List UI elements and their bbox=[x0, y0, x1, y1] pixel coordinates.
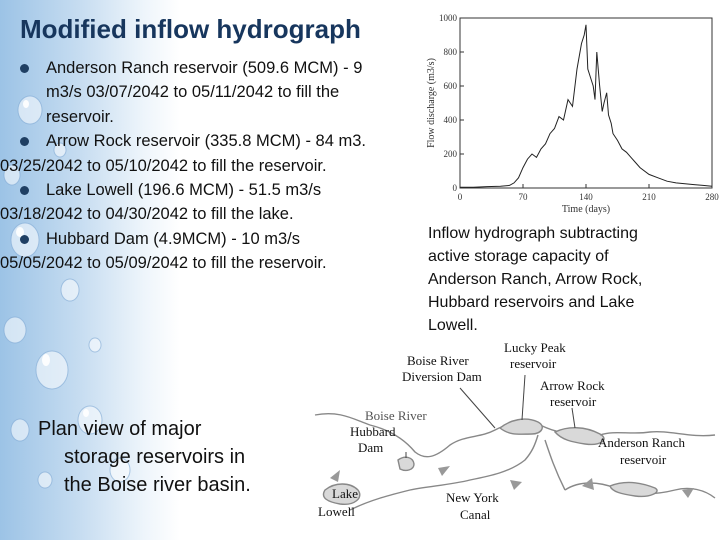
label-arrow-rock: Arrow Rock reservoir bbox=[540, 378, 605, 409]
x-tick-label: 70 bbox=[519, 192, 529, 202]
y-tick-label: 600 bbox=[444, 81, 458, 91]
arrow-marker-icon bbox=[510, 480, 522, 490]
bullet-arrow-rock-line2: 03/25/2042 to 05/10/2042 to fill the res… bbox=[0, 156, 327, 175]
label-anderson-ranch: Anderson Ranch reservoir bbox=[598, 435, 686, 467]
hydrograph-caption-line: active storage capacity of bbox=[428, 248, 609, 265]
water-droplets-decoration bbox=[3, 95, 131, 489]
hubbard-dam-shape bbox=[397, 456, 415, 472]
bullet-lake-lowell-line1: Lake Lowell (196.6 MCM) - 51.5 m3/s bbox=[20, 178, 440, 202]
label-new-york-canal: New York Canal bbox=[446, 490, 499, 522]
plan-caption-line: Plan view of major bbox=[38, 418, 202, 440]
x-axis-label: Time (days) bbox=[562, 204, 610, 215]
bullet-lake-lowell-line2: 03/18/2042 to 04/30/2042 to fill the lak… bbox=[0, 205, 294, 224]
inflow-hydrograph-chart: 0 200 400 600 800 1000 0 70 140 210 280 Flow disc… bbox=[426, 13, 719, 215]
arrow-marker-icon bbox=[330, 470, 340, 482]
arrow-rock-pointer bbox=[571, 407, 576, 429]
new-york-canal-line bbox=[349, 434, 539, 511]
label-boise-river: Boise River bbox=[365, 408, 427, 423]
arrow-marker-icon bbox=[582, 478, 594, 490]
bullet-dot bbox=[20, 64, 29, 73]
y-axis-label: Flow discharge (m3/s) bbox=[426, 58, 437, 148]
label-hubbard-dam: Hubbard Dam bbox=[350, 424, 396, 455]
lucky-peak-pointer bbox=[521, 374, 526, 421]
bullet-anderson-ranch-line1: Anderson Ranch reservoir (509.6 MCM) - 9 bbox=[20, 56, 440, 80]
bullet-dot bbox=[20, 234, 29, 244]
anderson-ranch-lake-fill bbox=[609, 481, 658, 498]
x-tick-label: 210 bbox=[642, 192, 656, 202]
lucky-peak-reservoir-shape bbox=[498, 418, 543, 435]
series-line-flow-discharge bbox=[460, 24, 713, 188]
bullet-hubbard-dam-line2: 05/05/2042 to 05/09/2042 to fill the res… bbox=[0, 254, 327, 273]
south-fork-line bbox=[544, 439, 566, 491]
hydrograph-caption: Inflow hydrograph subtracting active sto… bbox=[428, 222, 718, 337]
hydrograph-caption-line: Hubbard reservoirs and Lake bbox=[428, 294, 635, 311]
lake-lowell-shape bbox=[322, 483, 361, 505]
hydrograph-caption-line: Anderson Ranch, Arrow Rock, bbox=[428, 271, 643, 288]
hydrograph-caption-line: Lowell. bbox=[428, 317, 478, 334]
arrow-rock-reservoir-shape bbox=[553, 427, 605, 446]
bullet-anderson-ranch-line2: m3/s 03/07/2042 to 05/11/2042 to fill th… bbox=[46, 83, 340, 102]
boise-basin-plan-map: Boise River Diversion Dam Lucky Peak reser… bbox=[314, 340, 716, 522]
arrow-marker-icon bbox=[438, 466, 450, 476]
label-lucky-peak: Lucky Peak reservoir bbox=[504, 340, 566, 371]
plan-caption-line: the Boise river basin. bbox=[64, 474, 251, 496]
plot-area-frame bbox=[459, 17, 713, 189]
hydrograph-caption-line: Inflow hydrograph subtracting bbox=[428, 225, 638, 242]
bullet-arrow-rock-line1: Arrow Rock reservoir (335.8 MCM) - 84 m3… bbox=[20, 129, 440, 153]
y-tick-label: 200 bbox=[444, 149, 458, 159]
bullet-dot bbox=[20, 186, 29, 196]
y-tick-label: 1000 bbox=[439, 13, 458, 23]
y-tick-label: 800 bbox=[444, 47, 458, 57]
arrow-marker-icon bbox=[682, 488, 694, 498]
diversion-dam-pointer bbox=[459, 387, 496, 429]
bullet-dot bbox=[20, 137, 29, 147]
label-lake-lowell: Lake Lowell bbox=[318, 486, 358, 519]
label-boise-river-diversion-dam: Boise River Diversion Dam bbox=[402, 353, 482, 384]
bullet-hubbard-dam-line1: Hubbard Dam (4.9MCM) - 10 m3/s bbox=[20, 227, 440, 251]
arrow-rock-river-line bbox=[599, 430, 716, 437]
x-tick-label: 280 bbox=[705, 192, 719, 202]
y-tick-label: 400 bbox=[444, 115, 458, 125]
plan-caption-line: storage reservoirs in bbox=[64, 446, 246, 468]
bullet-anderson-ranch-line3: reservoir. bbox=[46, 107, 114, 126]
x-tick-label: 140 bbox=[579, 192, 593, 202]
y-tick-label: 0 bbox=[453, 183, 458, 193]
slide-background-gradient bbox=[0, 0, 180, 540]
x-tick-label: 0 bbox=[458, 192, 463, 202]
slide-title: Modified inflow hydrograph bbox=[20, 14, 361, 44]
reservoir-bullet-list: Anderson Ranch reservoir (509.6 MCM) - 9… bbox=[0, 56, 440, 276]
plan-view-caption: Plan view of major storage reservoirs in… bbox=[38, 415, 298, 499]
